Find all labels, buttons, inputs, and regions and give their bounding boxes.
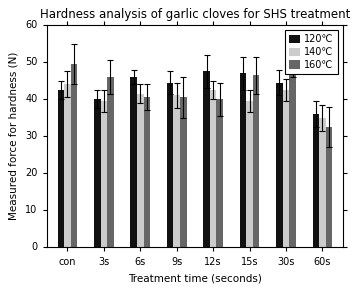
Bar <box>313 114 319 247</box>
Legend: 120℃, 140℃, 160℃: 120℃, 140℃, 160℃ <box>285 30 338 74</box>
Y-axis label: Measured force for hardness (N): Measured force for hardness (N) <box>8 52 18 220</box>
Bar <box>107 77 114 247</box>
Bar <box>174 95 180 247</box>
Bar <box>326 127 332 247</box>
Bar <box>58 90 64 247</box>
Bar <box>143 97 150 247</box>
Bar <box>64 84 71 247</box>
Bar <box>167 83 174 247</box>
Bar <box>180 97 187 247</box>
Title: Hardness analysis of garlic cloves for SHS treatment: Hardness analysis of garlic cloves for S… <box>40 8 350 21</box>
Bar <box>253 75 260 247</box>
Bar <box>100 101 107 247</box>
Bar <box>94 99 100 247</box>
Bar <box>276 83 283 247</box>
Bar <box>246 101 253 247</box>
Bar <box>130 77 137 247</box>
Bar <box>289 72 296 247</box>
Bar <box>240 73 246 247</box>
Bar <box>71 64 77 247</box>
Bar <box>319 118 326 247</box>
Bar <box>217 99 223 247</box>
Bar <box>283 90 289 247</box>
X-axis label: Treatment time (seconds): Treatment time (seconds) <box>128 274 262 284</box>
Bar <box>203 72 210 247</box>
Bar <box>137 94 143 247</box>
Bar <box>210 90 217 247</box>
